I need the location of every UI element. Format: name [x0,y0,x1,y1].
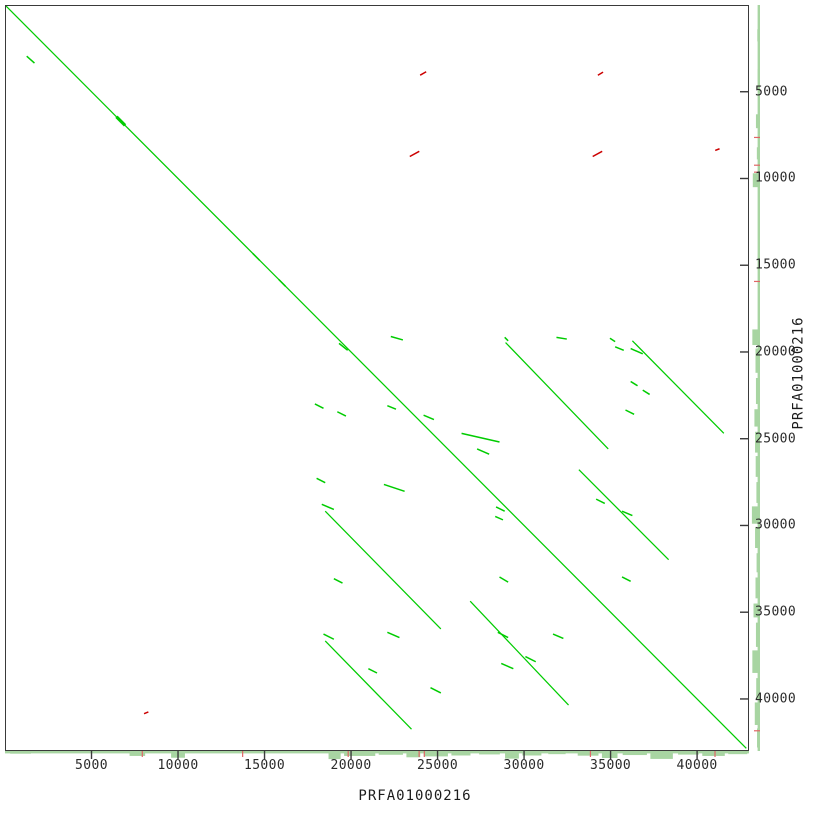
y-tick-label: 20000 [755,344,797,360]
y-tick-label: 30000 [755,517,797,533]
y-axis-label-text: PRFA01000216 [791,316,807,430]
x-tick-label: 5000 [75,758,108,773]
x-density-strip [5,751,749,762]
series-reverse-match [143,71,720,715]
series-forward-match [6,6,747,749]
x-tick-label: 10000 [157,758,199,773]
plot-area [5,5,749,751]
y-tick-label: 35000 [755,604,797,620]
x-tick-label: 25000 [416,758,459,773]
x-axis-label: PRFA01000216 [358,788,472,804]
x-axis-ticks [90,751,698,759]
x-tick-label: 30000 [503,758,545,773]
y-tick-label: 15000 [755,257,797,273]
x-tick-label: 20000 [330,758,372,773]
y-density-strip [749,5,760,751]
density-baseline [5,751,749,754]
y-tick-label: 5000 [755,84,788,100]
x-tick-label: 15000 [243,758,286,773]
y-tick-label: 40000 [755,691,797,707]
x-tick-label: 35000 [590,758,632,773]
y-axis-ticks [740,91,748,700]
y-tick-label: 25000 [755,431,797,447]
y-tick-label: 10000 [755,170,797,186]
dotplot-canvas [6,6,747,749]
y-axis-label: PRFA01000216 [779,0,819,746]
x-tick-label: 40000 [676,758,718,773]
